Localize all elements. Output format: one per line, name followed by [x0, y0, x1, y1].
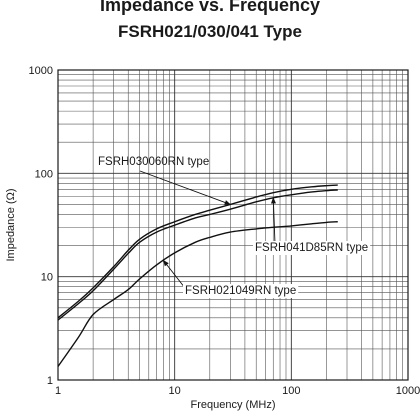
annotation-label-bg: [253, 241, 371, 255]
series-annotation-label: FSRH021049RN type: [185, 285, 296, 297]
y-tick-label: 10: [41, 272, 53, 284]
x-tick-label: 1: [55, 385, 61, 397]
y-axis-ticks: 1 10 100 1000: [29, 65, 53, 387]
series-annotation-label: FSRH030060RN type: [98, 156, 209, 168]
annotation-label-bg: [183, 284, 299, 298]
chart-subtitle: FSRH021/030/041 Type: [118, 22, 302, 41]
y-tick-label: 1: [47, 375, 53, 387]
series-group: [57, 184, 338, 367]
series-line-1: [57, 184, 338, 319]
x-tick-label: 10: [169, 385, 181, 397]
x-axis-ticks: 1 10 100 1000: [55, 385, 420, 397]
y-tick-label: 1000: [29, 65, 53, 77]
x-tick-label: 100: [282, 385, 300, 397]
grid-major: [57, 70, 408, 381]
series-line-3: [57, 221, 338, 367]
annotation-arrow: [162, 259, 186, 289]
y-axis-label: Impedance (Ω): [5, 188, 17, 261]
series-line-2: [57, 189, 338, 321]
x-tick-label: 1000: [396, 385, 420, 397]
x-axis-label: Frequency (MHz): [191, 399, 276, 411]
chart-title: Impedance vs. Frequency: [99, 0, 321, 15]
grid-minor: [58, 70, 408, 380]
annotation-arrow: [139, 170, 231, 205]
series-annotation-label: FSRH041D85RN type: [255, 242, 368, 254]
annotations: FSRH030060RN type FSRH041D85RN type FSRH02…: [98, 156, 371, 298]
plot-frame: [57, 69, 409, 381]
annotation-arrow: [270, 197, 276, 245]
y-tick-label: 100: [35, 168, 53, 180]
